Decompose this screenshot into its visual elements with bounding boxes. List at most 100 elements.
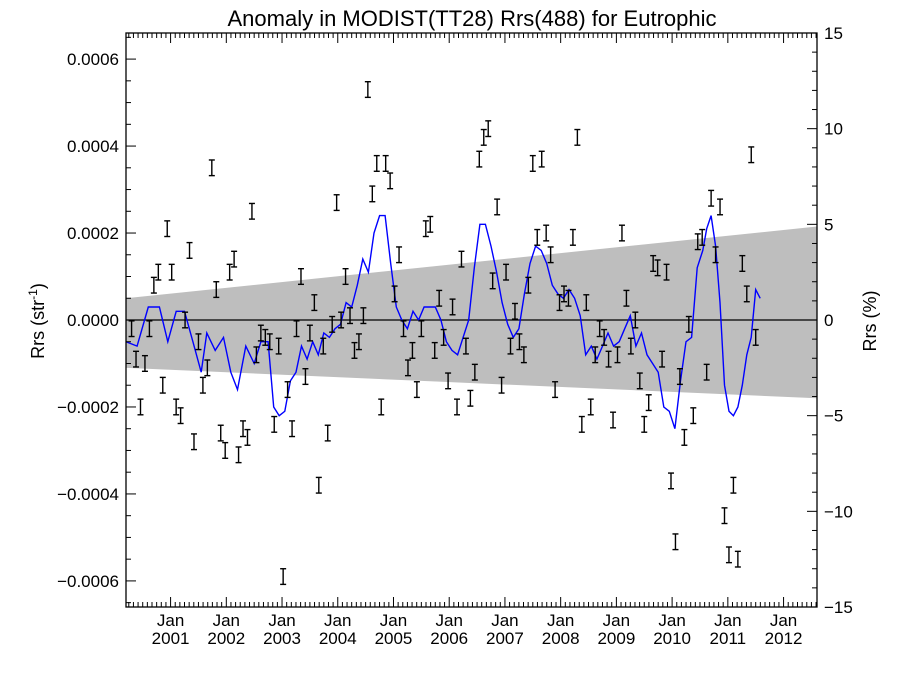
data-point [302, 368, 309, 386]
data-point [712, 246, 719, 264]
data-point [561, 285, 568, 303]
data-point [146, 320, 153, 338]
x-tick-label-month: Jan [770, 611, 797, 630]
y-right-tick-label: 15 [824, 24, 843, 43]
data-point [364, 81, 371, 99]
data-point [694, 233, 701, 251]
data-point [538, 150, 545, 168]
data-point [489, 272, 496, 290]
data-point [552, 381, 559, 399]
data-point [141, 354, 148, 373]
data-point [667, 472, 674, 490]
data-point [565, 289, 572, 307]
y-label-left-base: Rrs (str [28, 300, 48, 359]
data-point [681, 428, 688, 446]
x-tick-label-month: Jan [324, 611, 351, 630]
data-point [409, 341, 416, 359]
data-point [422, 220, 429, 238]
data-point [159, 376, 166, 394]
data-point [725, 546, 732, 564]
y-axis-label-right: Rrs (%) [860, 291, 880, 352]
data-point [222, 441, 229, 459]
x-tick-label-year: 2009 [597, 629, 635, 648]
x-tick-label-month: Jan [491, 611, 518, 630]
data-point [641, 415, 648, 433]
data-point [284, 381, 291, 399]
data-point [133, 350, 140, 368]
data-point [240, 420, 247, 438]
data-point [721, 507, 728, 525]
x-tick-label-month: Jan [603, 611, 630, 630]
data-point [645, 394, 652, 412]
data-point [355, 333, 362, 351]
data-point [231, 250, 238, 268]
data-point [226, 263, 233, 281]
smoothed-anomaly-line [125, 214, 761, 429]
data-point [592, 346, 599, 364]
data-point [627, 337, 634, 355]
data-point [601, 328, 608, 346]
data-point [244, 428, 251, 446]
y-left-tick-label: 0.0000 [67, 311, 119, 330]
uncertainty-band [126, 226, 817, 399]
data-point [320, 337, 327, 355]
data-point [155, 263, 162, 281]
data-point [190, 433, 197, 451]
data-point [708, 189, 715, 207]
x-tick-label-month: Jan [435, 611, 462, 630]
y-left-tick-label: 0.0004 [67, 137, 119, 156]
data-point [360, 307, 367, 325]
data-point [333, 194, 340, 212]
data-point [271, 415, 278, 433]
data-point [195, 333, 202, 351]
x-tick-label-month: Jan [380, 611, 407, 630]
y-label-left-sup: -1 [26, 289, 40, 300]
data-point [137, 398, 144, 416]
data-point [485, 120, 492, 138]
y-right-tick-label: −5 [824, 407, 843, 426]
y-left-tick-label: −0.0004 [57, 485, 119, 504]
data-point [378, 398, 385, 416]
x-tick-label-year: 2007 [486, 629, 524, 648]
y-left-tick-label: −0.0002 [57, 398, 119, 417]
data-point [391, 285, 398, 303]
data-point [418, 320, 425, 338]
data-point [458, 250, 465, 268]
data-point [293, 320, 300, 338]
data-point [454, 398, 461, 416]
data-point [462, 337, 469, 355]
data-point [440, 328, 447, 346]
data-point [672, 533, 679, 551]
y-right-tick-label: 5 [824, 215, 833, 234]
x-tick-label-year: 2004 [319, 629, 357, 648]
x-tick-label-year: 2010 [653, 629, 691, 648]
data-point [373, 154, 380, 172]
data-point [547, 246, 554, 264]
data-point [476, 150, 483, 168]
data-point [253, 346, 260, 364]
x-tick-label-month: Jan [213, 611, 240, 630]
data-point [150, 276, 157, 294]
data-point [324, 424, 331, 442]
data-point [636, 372, 643, 390]
data-point [199, 376, 206, 394]
data-point [659, 350, 666, 368]
data-point [289, 420, 296, 438]
data-point [623, 289, 630, 307]
data-point [703, 363, 710, 381]
y-right-tick-label: 0 [824, 311, 833, 330]
data-point [262, 328, 269, 346]
data-point [690, 407, 697, 425]
data-point [516, 333, 523, 351]
x-tick-label-year: 2001 [152, 629, 190, 648]
data-point [471, 363, 478, 381]
data-point [480, 128, 487, 146]
x-tick-label-year: 2012 [765, 629, 803, 648]
data-point [186, 241, 193, 259]
data-point [173, 398, 180, 416]
data-point [494, 198, 501, 216]
data-point [650, 254, 657, 272]
data-point [311, 294, 318, 312]
data-point [632, 311, 639, 329]
